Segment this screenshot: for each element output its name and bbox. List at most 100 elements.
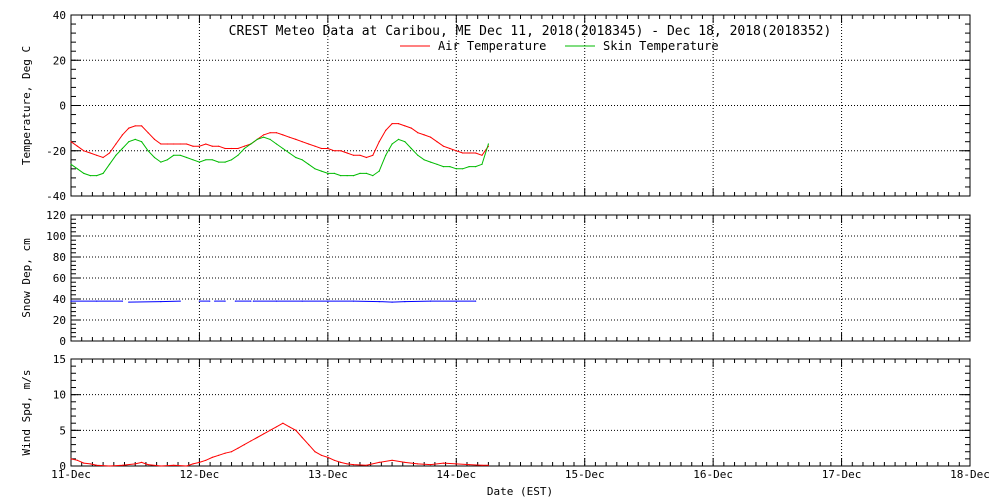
data-point [128,127,130,129]
data-point [436,163,438,165]
data-point [76,459,78,461]
data-point [301,300,303,302]
data-point [224,147,226,150]
data-point [430,464,432,466]
data-point [256,138,258,140]
data-point [288,426,290,428]
data-point [224,161,226,163]
data-point [250,440,252,442]
data-point [230,451,233,453]
data-point [230,147,233,150]
y-axis-label: Temperature, Deg C [20,46,33,165]
data-point [218,145,220,147]
legend-label: Air Temperature [438,39,546,53]
data-point [263,134,265,136]
data-point [378,461,380,463]
data-point [282,422,284,424]
data-point [391,143,393,145]
data-point [70,300,72,302]
data-point [160,301,162,303]
data-point [288,152,290,154]
data-point [327,456,329,458]
data-point [153,156,156,159]
data-point [365,156,367,159]
data-point [211,159,213,161]
data-point [295,156,297,159]
data-point [320,170,322,172]
data-point [205,459,207,461]
panel-frame-wind-speed [70,358,971,467]
x-tick-label: 14-Dec [436,468,476,481]
data-point [404,461,406,463]
data-point [308,143,310,145]
data-point [96,464,98,466]
data-point [314,168,316,170]
data-point [423,159,425,161]
data-point [160,465,162,467]
data-point [121,134,123,136]
data-point [352,300,355,302]
data-point [89,175,91,177]
data-point [269,132,271,134]
data-point [365,464,367,466]
data-point [224,300,226,302]
data-point [186,156,188,159]
data-point [475,300,477,302]
data-point [179,143,181,145]
data-point [76,168,78,170]
data-point [211,456,213,458]
data-point [96,154,98,156]
data-point [83,462,85,464]
data-point [423,134,425,136]
data-point [76,145,78,147]
y-tick-label: 5 [59,424,66,437]
data-point [295,138,297,140]
panel-frame-snow-depth [70,214,971,342]
data-point [263,433,265,435]
data-point [134,125,136,127]
data-point [391,123,393,125]
data-point [275,426,278,428]
data-point [340,150,342,152]
y-axis-label: Snow Dep, cm [20,238,33,318]
data-point [385,154,387,156]
data-point [475,166,477,168]
y-tick-label: 100 [46,230,66,243]
y-tick-label: 60 [53,272,66,285]
data-point [487,464,489,466]
data-point [340,175,342,177]
x-tick-label: 18-Dec [950,468,990,481]
data-point [102,156,104,159]
data-point [70,163,72,165]
data-point [333,459,335,461]
data-point [442,462,444,464]
x-axis-label: Date (EST) [487,485,553,498]
data-point [108,163,111,165]
data-point [198,161,200,163]
data-point [115,143,117,145]
data-point [192,145,194,147]
data-point [308,163,310,165]
data-point [391,301,393,303]
data-point [234,300,236,302]
data-point [250,143,252,145]
data-point [269,138,271,140]
data-point [250,300,252,302]
data-point [198,145,200,147]
series-line-snow-depth [128,300,181,303]
series-line-wind-speed [70,422,489,467]
data-point [410,127,412,129]
data-point [372,154,374,156]
data-point [404,301,406,303]
x-tick-label: 15-Dec [565,468,605,481]
data-point [468,166,470,168]
data-point [96,175,98,177]
data-point [410,147,412,150]
data-point [141,125,143,127]
data-point [83,150,85,152]
series-line-snow-depth [253,300,476,303]
data-point [417,463,419,465]
data-point [404,141,406,143]
data-point [179,300,181,302]
